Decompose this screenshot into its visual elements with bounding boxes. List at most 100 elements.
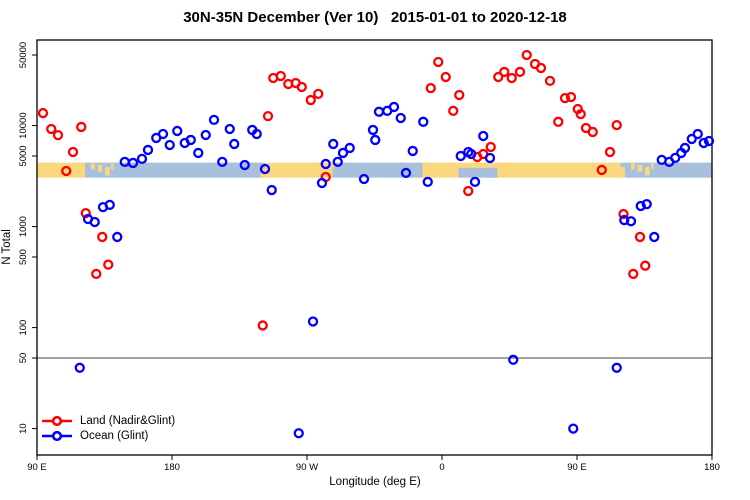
data-point-ocean <box>251 128 262 140</box>
data-point-ocean <box>164 139 175 151</box>
legend: Land (Nadir&Glint) Ocean (Glint) <box>40 413 175 443</box>
data-point-ocean <box>104 199 115 211</box>
data-point-ocean <box>649 231 660 243</box>
data-point-land <box>559 92 571 104</box>
map-strip-patch-land <box>97 164 103 172</box>
data-point-ocean <box>679 142 691 154</box>
data-point-ocean <box>418 116 429 127</box>
data-point-ocean <box>407 145 418 157</box>
data-point-land <box>521 49 532 61</box>
map-strip-segment-land <box>265 162 333 178</box>
data-point-ocean <box>484 152 496 164</box>
data-point-land <box>634 231 646 243</box>
legend-marker-ocean-icon <box>42 430 72 441</box>
legend-label-land: Land (Nadir&Glint) <box>80 414 176 427</box>
data-point-land <box>425 82 436 94</box>
data-point-land <box>575 108 586 120</box>
x-tick-label: 90 W <box>296 462 318 473</box>
data-point-land <box>535 62 547 74</box>
map-strip-patch-land <box>637 164 643 172</box>
y-tick-label: 50000 <box>18 42 29 68</box>
plot-border <box>36 39 713 456</box>
data-point-ocean <box>259 163 271 175</box>
data-point-land <box>587 126 598 138</box>
data-point-land <box>440 71 451 83</box>
data-point-land <box>454 89 465 101</box>
data-point-ocean <box>611 362 622 373</box>
data-point-ocean <box>185 134 196 146</box>
data-point-ocean <box>328 138 339 150</box>
map-strip-patch-land <box>91 163 95 170</box>
data-point-ocean <box>208 114 220 125</box>
data-point-ocean <box>89 216 100 228</box>
data-point-ocean <box>422 176 433 188</box>
data-point-ocean <box>200 129 211 141</box>
data-point-ocean <box>224 123 235 135</box>
data-point-ocean <box>307 316 319 327</box>
data-point-land <box>97 231 108 243</box>
data-point-ocean <box>703 135 715 147</box>
x-tick-label: 180 <box>164 462 180 473</box>
data-point-land <box>448 105 459 116</box>
data-point-ocean <box>142 144 154 156</box>
data-point-land <box>91 268 102 280</box>
map-strip-segment-land <box>37 162 85 178</box>
data-point-ocean <box>344 142 355 154</box>
data-point-ocean <box>455 150 466 162</box>
data-point-ocean <box>193 147 204 159</box>
data-point-ocean <box>635 200 646 212</box>
map-strip-patch-land <box>631 163 635 170</box>
data-point-ocean <box>74 362 85 373</box>
data-point-land <box>514 66 526 78</box>
data-point-land <box>544 75 556 87</box>
x-tick-label: 90 E <box>27 462 47 473</box>
x-axis-label: Longitude (deg E) <box>329 476 421 488</box>
data-point-land <box>611 120 622 131</box>
data-point-ocean <box>625 216 637 227</box>
map-strip-segment-ocean <box>620 162 712 178</box>
data-point-land <box>76 121 87 133</box>
data-point-land <box>80 207 91 219</box>
data-point-land <box>262 111 274 122</box>
data-point-ocean <box>266 184 277 196</box>
map-strip-patch-land <box>331 162 336 168</box>
data-point-land <box>604 146 616 158</box>
data-point-ocean <box>670 152 681 164</box>
map-strip-patch-land <box>105 167 110 176</box>
legend-label-ocean: Ocean (Glint) <box>80 429 149 442</box>
x-tick-label: 90 E <box>567 462 587 473</box>
data-point-ocean <box>332 156 343 168</box>
map-strip-patch-land <box>651 163 654 170</box>
data-point-ocean <box>508 354 519 365</box>
x-tick-label: 180 <box>704 462 720 473</box>
data-point-ocean <box>127 157 139 169</box>
map-strip-segment-land <box>422 162 621 178</box>
map-strip-patch-land <box>620 167 625 178</box>
data-point-land <box>313 88 324 100</box>
legend-item-ocean: Ocean (Glint) <box>40 428 175 443</box>
data-point-ocean <box>293 428 304 439</box>
data-point-ocean <box>698 137 709 149</box>
chart-title: 30N-35N December (Ver 10) 2015-01-01 to … <box>183 9 567 26</box>
data-point-land <box>565 91 577 103</box>
data-point-land <box>618 208 629 220</box>
data-point-ocean <box>373 106 385 117</box>
data-point-land <box>52 129 64 141</box>
data-point-ocean <box>337 147 349 159</box>
data-point-land <box>553 116 564 127</box>
data-point-ocean <box>568 423 579 434</box>
data-point-ocean <box>358 173 370 185</box>
data-point-land <box>499 66 510 78</box>
map-strip-patch-land <box>645 167 650 176</box>
data-point-ocean <box>157 128 169 140</box>
map-strip-patch-ocean <box>458 167 498 178</box>
data-point-land <box>257 320 268 331</box>
data-point-land <box>46 123 57 135</box>
data-point-land <box>463 185 474 197</box>
data-point-land <box>296 81 307 93</box>
data-point-land <box>275 70 286 82</box>
data-point-land <box>596 164 607 176</box>
data-point-land <box>628 268 639 280</box>
y-tick-label: 10000 <box>18 112 29 138</box>
x-tick-label: 0 <box>439 462 444 473</box>
